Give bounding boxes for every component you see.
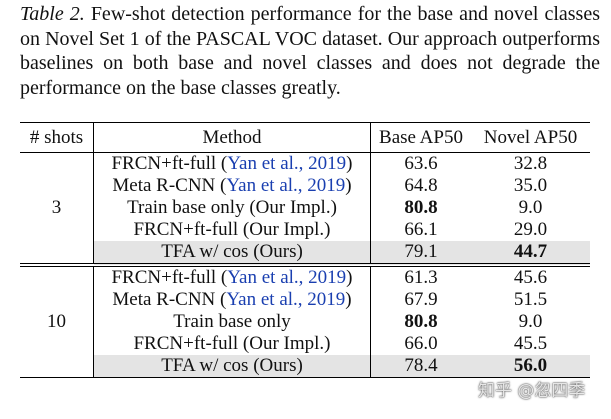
caption: Table 2. Few-shot detection performance …	[20, 2, 600, 100]
method-cell: FRCN+ft-full (Yan et al., 2019)	[93, 152, 371, 175]
header-cell: Method	[93, 122, 371, 153]
method-cell: FRCN+ft-full (Our Impl.)	[93, 333, 371, 355]
citation-link[interactable]: Yan et al., 2019	[226, 175, 346, 196]
table-row: Meta R-CNN (Yan et al., 2019) 67.9 51.5	[20, 289, 590, 311]
novel-ap50-cell: 9.0	[471, 311, 590, 333]
base-ap50-cell: 66.1	[371, 219, 472, 241]
base-ap50-value: 67.9	[404, 289, 438, 310]
method-cell: TFA w/ cos (Ours)	[93, 355, 371, 378]
novel-ap50-value: 9.0	[518, 197, 543, 218]
results-table: # shots Method Base AP50 Novel AP50 3 FRCN+f…	[20, 122, 590, 378]
base-ap50-cell: 80.8	[371, 311, 472, 333]
novel-ap50-value: 56.0	[513, 355, 548, 376]
method-text: FRCN+ft-full (	[111, 153, 228, 174]
method-text: )	[345, 289, 352, 310]
method-text: FRCN+ft-full (Our Impl.)	[133, 333, 331, 354]
novel-ap50-cell: 9.0	[471, 197, 590, 219]
caption-text: Few-shot detection performance for the b…	[20, 3, 601, 99]
method-cell: FRCN+ft-full (Yan et al., 2019)	[93, 263, 371, 289]
method-text: Train base only (Our Impl.)	[127, 197, 337, 218]
method-text: )	[345, 175, 352, 196]
header-row: # shots Method Base AP50 Novel AP50	[20, 122, 590, 153]
citation-link[interactable]: Yan et al., 2019	[227, 267, 347, 288]
citation-link[interactable]: Yan et al., 2019	[227, 153, 347, 174]
base-ap50-cell: 66.0	[371, 333, 472, 355]
watermark: 知乎 @忽四季	[478, 381, 586, 401]
method-cell: TFA w/ cos (Ours)	[93, 241, 371, 265]
novel-ap50-cell: 44.7	[471, 241, 590, 265]
header-cell: # shots	[20, 122, 94, 153]
table-row: FRCN+ft-full (Our Impl.) 66.0 45.5	[20, 333, 590, 355]
method-cell: Train base only (Our Impl.)	[93, 197, 371, 219]
method-text: )	[346, 267, 353, 288]
method-text: FRCN+ft-full (	[111, 267, 228, 288]
novel-ap50-cell: 45.5	[471, 333, 590, 355]
shots-cell: 3	[20, 152, 94, 265]
novel-ap50-cell: 29.0	[471, 219, 590, 241]
shots-cell: 10	[20, 263, 94, 378]
novel-ap50-value: 9.0	[518, 311, 543, 332]
method-text: Meta R-CNN (	[112, 175, 227, 196]
base-ap50-value: 64.8	[404, 175, 438, 196]
method-text: TFA w/ cos (Ours)	[161, 241, 303, 262]
base-ap50-value: 66.1	[404, 219, 438, 240]
base-ap50-value: 79.1	[404, 241, 438, 262]
base-ap50-value: 61.3	[404, 267, 438, 288]
table-row: FRCN+ft-full (Our Impl.) 66.1 29.0	[20, 219, 590, 241]
method-cell: FRCN+ft-full (Our Impl.)	[93, 219, 371, 241]
novel-ap50-cell: 45.6	[471, 263, 590, 289]
novel-ap50-value: 51.5	[513, 289, 548, 310]
novel-ap50-value: 32.8	[513, 153, 548, 174]
base-ap50-cell: 64.8	[371, 175, 472, 197]
base-ap50-cell: 67.9	[371, 289, 472, 311]
method-text: FRCN+ft-full (Our Impl.)	[133, 219, 331, 240]
citation-link[interactable]: Yan et al., 2019	[226, 289, 346, 310]
table-row: TFA w/ cos (Ours) 78.4 56.0	[20, 355, 590, 378]
base-ap50-value: 66.0	[404, 333, 438, 354]
novel-ap50-value: 29.0	[513, 219, 548, 240]
method-text: Meta R-CNN (	[112, 289, 227, 310]
base-ap50-cell: 80.8	[371, 197, 472, 219]
table-row: Meta R-CNN (Yan et al., 2019) 64.8 35.0	[20, 175, 590, 197]
base-ap50-value: 80.8	[404, 197, 438, 218]
base-ap50-value: 63.6	[404, 153, 438, 174]
novel-ap50-value: 44.7	[513, 241, 548, 262]
table-row: TFA w/ cos (Ours) 79.1 44.7	[20, 241, 590, 265]
base-ap50-cell: 61.3	[370, 263, 471, 289]
method-text: )	[346, 153, 353, 174]
base-ap50-cell: 78.4	[370, 355, 471, 378]
method-text: TFA w/ cos (Ours)	[161, 355, 303, 376]
novel-ap50-cell: 35.0	[471, 175, 590, 197]
caption-label: Table 2.	[20, 3, 85, 25]
base-ap50-cell: 63.6	[371, 153, 472, 176]
novel-ap50-value: 35.0	[513, 175, 548, 196]
table-row: Train base only (Our Impl.) 80.8 9.0	[20, 197, 590, 219]
novel-ap50-cell: 32.8	[471, 153, 590, 176]
method-cell: Meta R-CNN (Yan et al., 2019)	[93, 289, 371, 311]
novel-ap50-cell: 51.5	[471, 289, 590, 311]
method-cell: Meta R-CNN (Yan et al., 2019)	[93, 175, 371, 197]
table-row: Train base only 80.8 9.0	[20, 311, 590, 333]
base-ap50-cell: 79.1	[370, 241, 471, 265]
novel-ap50-cell: 56.0	[471, 355, 590, 378]
novel-ap50-value: 45.6	[513, 267, 548, 288]
table-row: 3 FRCN+ft-full (Yan et al., 2019) 63.6 32.8	[20, 152, 590, 265]
table-row: 10 FRCN+ft-full (Yan et al., 2019) 61.3 45.…	[20, 263, 590, 378]
base-ap50-value: 78.4	[404, 355, 438, 376]
header-cell: Novel AP50	[483, 126, 578, 148]
header-cell: Base AP50	[379, 126, 463, 148]
method-cell: Train base only	[93, 311, 371, 333]
base-ap50-value: 80.8	[404, 311, 438, 332]
novel-ap50-value: 45.5	[513, 333, 548, 354]
method-text: Train base only	[173, 311, 291, 332]
